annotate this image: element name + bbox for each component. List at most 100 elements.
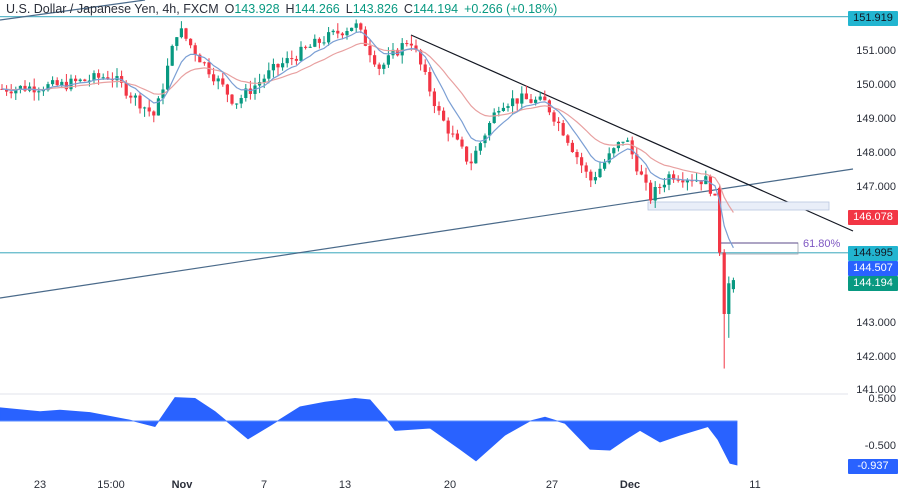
candle-body (639, 171, 643, 175)
candle-body (184, 28, 188, 39)
candle-body (18, 85, 22, 90)
candle-body (676, 179, 680, 181)
candle-body (5, 88, 9, 92)
candle-body (212, 74, 216, 82)
last-price-tag: 144.194 (848, 276, 898, 291)
candle-body (538, 96, 542, 100)
candle-body (304, 46, 308, 48)
candle-body (239, 97, 243, 104)
candle-body (722, 252, 726, 314)
candle-body (672, 174, 676, 180)
candle-body (244, 88, 248, 98)
time-tick: 13 (338, 479, 352, 491)
candle-body (359, 23, 363, 30)
candle-body (667, 174, 671, 185)
candle-body (658, 186, 662, 188)
candle-body (124, 82, 128, 96)
candle-body (281, 63, 285, 68)
candle-body (216, 78, 220, 82)
candle-body (409, 43, 413, 46)
candle-body (731, 280, 735, 290)
oscillator-tick: -0.500 (864, 440, 896, 452)
candle-body (69, 78, 73, 90)
candle-body (235, 103, 239, 105)
candle-body (340, 33, 344, 36)
candle-body (626, 140, 630, 142)
candle-body (78, 79, 82, 82)
time-tick: 27 (545, 479, 559, 491)
level-price-tag: 144.995 (848, 246, 898, 261)
candle-body (607, 153, 611, 163)
candle-body (101, 77, 105, 79)
candle-body (593, 177, 597, 181)
candle-body (400, 43, 404, 56)
symbol-legend: U.S. Dollar / Japanese Yen, 4h, FXCM O14… (6, 2, 557, 16)
candle-body (419, 49, 423, 65)
resistance-price-tag: 151.919 (848, 11, 898, 26)
candle-body (460, 139, 464, 147)
candle-body (644, 174, 648, 183)
candle-body (515, 98, 519, 104)
candle-body (598, 168, 602, 178)
candle-body (202, 62, 206, 64)
candle-body (267, 70, 271, 79)
candle-body (603, 162, 607, 169)
candle-body (681, 180, 685, 183)
close-value: C144.194 (403, 2, 459, 16)
price-tick: 141.000 (856, 384, 896, 396)
candle-body (37, 91, 41, 93)
candle-body (294, 58, 298, 61)
candle-body (423, 64, 427, 72)
candle-body (478, 143, 482, 151)
candle-body (83, 79, 87, 82)
candle-body (405, 43, 409, 45)
candle-body (414, 45, 418, 50)
candle-body (152, 111, 156, 116)
low-value: L143.826 (345, 2, 398, 16)
price-tick: 143.000 (856, 317, 896, 329)
candle-body (248, 88, 252, 94)
candle-body (699, 180, 703, 185)
candle-body (331, 30, 335, 33)
candle-body (580, 157, 584, 166)
candle-body (106, 77, 110, 79)
candle-body (46, 84, 50, 91)
candle-body (432, 91, 436, 107)
candle-body (465, 146, 469, 162)
candle-body (60, 81, 64, 86)
candle-body (511, 98, 515, 107)
candle-body (170, 45, 174, 66)
candle-body (708, 176, 712, 194)
candle-body (14, 89, 18, 94)
candle-body (87, 80, 91, 82)
candle-body (612, 148, 616, 154)
candle-body (336, 30, 340, 34)
candle-body (313, 38, 317, 47)
descending-trendline (410, 34, 854, 232)
fast-moving-average (1, 31, 734, 249)
candle-body (662, 184, 666, 188)
candle-body (166, 65, 170, 90)
time-tick: Nov (171, 479, 193, 491)
candle-body (653, 186, 657, 201)
candle-body (156, 98, 160, 116)
candle-body (543, 96, 547, 101)
oscillator-area (0, 397, 738, 466)
candle-body (718, 187, 722, 253)
candle-body (561, 123, 565, 136)
high-value: H144.266 (285, 2, 340, 16)
candle-body (584, 165, 588, 172)
candle-body (451, 133, 455, 135)
candle-body (727, 283, 731, 314)
candle-body (290, 58, 294, 60)
candle-body (501, 107, 505, 111)
candle-body (492, 112, 496, 124)
candle-body (230, 94, 234, 104)
candle-body (524, 93, 528, 100)
candle-body (589, 171, 593, 181)
candle-body (258, 82, 262, 86)
price-tick: 142.000 (856, 351, 896, 363)
candle-body (299, 46, 303, 61)
candle-body (368, 45, 372, 56)
